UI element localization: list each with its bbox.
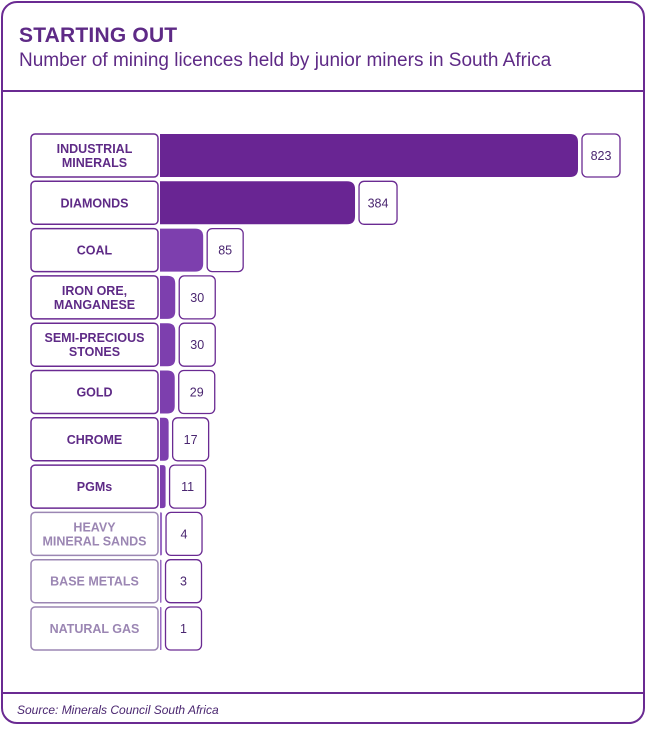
category-label-box	[30, 133, 159, 178]
value-label-box	[168, 464, 207, 509]
category-label-box	[30, 227, 159, 273]
category-label-box	[30, 464, 159, 509]
category-label: PGMs	[77, 480, 112, 494]
bar	[160, 323, 176, 367]
category-label: BASE METALS	[50, 575, 139, 589]
chart-title: STARTING OUT	[19, 24, 178, 47]
bar	[160, 275, 176, 319]
category-label: SEMI-PRECIOUS	[44, 331, 144, 345]
category-label: HEAVY	[73, 520, 116, 534]
value-label: 3	[180, 575, 187, 589]
category-label: MINERALS	[62, 156, 127, 170]
category-label: MANGANESE	[54, 298, 135, 312]
value-label: 30	[190, 291, 204, 305]
value-label-box	[171, 417, 210, 462]
category-label: GOLD	[76, 386, 112, 400]
value-label-box	[178, 369, 216, 415]
category-label: STONES	[69, 345, 120, 359]
bar	[160, 417, 169, 461]
category-label: CHROME	[67, 433, 123, 447]
bar	[160, 370, 175, 414]
value-label-box	[178, 275, 216, 320]
value-label: 823	[591, 149, 612, 163]
value-label: 384	[368, 196, 389, 210]
value-label-box	[206, 227, 244, 273]
category-label: COAL	[77, 244, 113, 258]
category-label-box	[30, 511, 159, 557]
value-label: 17	[184, 433, 198, 447]
category-label-box	[30, 606, 159, 651]
category-label: IRON ORE,	[62, 284, 127, 298]
value-label: 1	[180, 622, 187, 636]
category-label-box	[30, 369, 159, 415]
value-label: 85	[218, 244, 232, 258]
value-label: 30	[190, 338, 204, 352]
chart-subtitle: Number of mining licences held by junior…	[19, 50, 552, 71]
category-label: MINERAL SANDS	[43, 534, 147, 548]
category-label: INDUSTRIAL	[57, 142, 133, 156]
bar	[160, 181, 356, 225]
value-label-box	[164, 606, 203, 651]
bar	[160, 465, 166, 509]
bar	[160, 512, 163, 556]
bar	[160, 607, 162, 650]
category-label: NATURAL GAS	[50, 622, 140, 636]
bar	[160, 559, 162, 603]
source-note: Source: Minerals Council South Africa	[17, 703, 219, 717]
value-label-box	[581, 133, 621, 178]
value-label-box	[178, 322, 216, 367]
category-label-box	[30, 180, 159, 226]
bar	[160, 228, 204, 272]
value-label: 11	[181, 480, 194, 494]
value-label-box	[165, 511, 203, 557]
value-label: 29	[190, 386, 204, 400]
bar	[160, 134, 578, 177]
category-label-box	[30, 417, 159, 462]
category-label: DIAMONDS	[60, 196, 128, 210]
value-label-box	[358, 180, 398, 225]
value-label: 4	[181, 527, 188, 541]
header-divider	[1, 90, 645, 92]
value-label-box	[164, 559, 203, 604]
footer-divider	[1, 692, 645, 694]
category-label-box	[30, 275, 159, 320]
category-label-box	[30, 558, 159, 604]
category-label-box	[30, 322, 159, 367]
